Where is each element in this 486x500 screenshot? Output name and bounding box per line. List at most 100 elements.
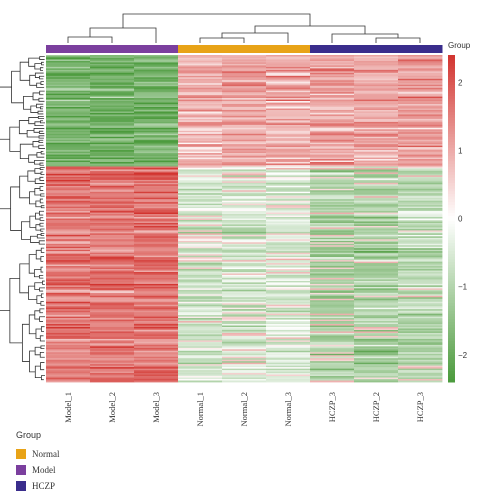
heatmap-cell <box>222 276 267 279</box>
heatmap-cell <box>222 266 267 268</box>
heatmap-cell <box>134 307 179 310</box>
heatmap-cell <box>90 185 135 188</box>
heatmap-cell <box>222 217 267 219</box>
heatmap-cell <box>46 217 91 219</box>
heatmap-cell <box>266 337 311 340</box>
heatmap-cell <box>90 200 135 203</box>
row-dendrogram-link <box>39 316 45 322</box>
heatmap-cell <box>310 160 355 163</box>
heatmap-cell <box>90 108 135 111</box>
heatmap-cell <box>178 356 223 359</box>
heatmap-cell <box>46 164 91 167</box>
color-bar-segment <box>448 278 455 282</box>
heatmap-cell <box>90 112 135 115</box>
heatmap-cell <box>310 193 355 196</box>
heatmap-cell <box>222 59 267 62</box>
heatmap-cell <box>178 364 223 367</box>
row-dendrogram-link <box>40 362 45 371</box>
heatmap-cell <box>354 86 399 89</box>
color-bar-segment <box>448 204 455 209</box>
heatmap-cell <box>46 307 91 310</box>
heatmap-cell <box>46 313 91 316</box>
heatmap-cell <box>222 329 267 332</box>
heatmap-cell <box>90 303 135 306</box>
row-dendrogram-link <box>9 126 21 152</box>
heatmap-cell <box>310 196 355 199</box>
heatmap-cell <box>178 371 223 374</box>
heatmap-cell <box>178 246 223 249</box>
heatmap-cell <box>222 225 267 228</box>
heatmap-cell <box>178 130 223 133</box>
color-bar-segment <box>448 114 455 119</box>
heatmap-cell <box>354 352 399 355</box>
heatmap-cell <box>310 69 355 72</box>
heatmap-cell <box>266 57 311 60</box>
heatmap-cell <box>134 132 179 135</box>
heatmap-cell <box>354 258 399 261</box>
heatmap-cell <box>134 254 179 257</box>
heatmap-cell <box>90 215 135 218</box>
heatmap-cell <box>222 212 267 215</box>
heatmap-cell <box>178 337 223 340</box>
color-bar-segment <box>448 134 455 138</box>
heatmap-cell <box>46 324 91 326</box>
dendrogram-link <box>331 33 399 43</box>
heatmap-cell <box>398 169 443 172</box>
heatmap-cell <box>266 367 311 370</box>
heatmap-cell <box>266 55 311 57</box>
heatmap-cell <box>354 252 399 255</box>
heatmap-cell <box>310 267 355 270</box>
heatmap-cell <box>90 231 135 234</box>
heatmap-cell <box>310 346 355 349</box>
heatmap-cell <box>354 144 399 147</box>
heatmap-cell <box>222 55 267 57</box>
heatmap-cell <box>90 269 135 271</box>
heatmap-cell <box>134 219 179 222</box>
heatmap-cell <box>354 243 399 246</box>
heatmap-cell <box>46 118 91 121</box>
heatmap-cell <box>178 236 223 239</box>
heatmap-cell <box>310 133 355 136</box>
heatmap-cell <box>354 89 399 92</box>
heatmap-cell <box>178 373 223 375</box>
heatmap-cell <box>266 123 311 126</box>
heatmap-cell <box>90 178 135 181</box>
heatmap-cell <box>354 101 399 103</box>
heatmap-cell <box>266 109 311 112</box>
heatmap-cell <box>222 118 267 121</box>
color-bar-segment <box>448 90 455 94</box>
heatmap-cell <box>398 63 443 66</box>
heatmap-cell <box>310 343 355 346</box>
heatmap-cell <box>266 334 311 337</box>
heatmap-cell <box>46 114 91 117</box>
heatmap-cell <box>266 147 311 150</box>
heatmap-cell <box>46 289 91 292</box>
heatmap-cell <box>178 306 223 309</box>
heatmap-cell <box>310 159 355 161</box>
heatmap-cell <box>134 338 179 341</box>
heatmap-cell <box>134 135 179 138</box>
heatmap-cell <box>46 350 91 353</box>
heatmap-cell <box>310 114 355 117</box>
heatmap-cell <box>398 65 443 68</box>
heatmap-cell <box>222 60 267 63</box>
color-bar-tick-label: 2 <box>458 78 463 87</box>
heatmap-cell <box>178 248 223 251</box>
heatmap-cell <box>266 379 311 381</box>
color-bar-segment <box>448 305 455 309</box>
heatmap-cell <box>178 318 223 320</box>
heatmap-cell <box>310 335 355 338</box>
row-dendrogram-link <box>40 150 45 155</box>
heatmap-cell <box>90 121 135 124</box>
heatmap-cell <box>310 108 355 111</box>
color-bar-segment <box>448 98 455 102</box>
color-bar-segment <box>448 210 455 214</box>
group-annotation-bar <box>46 45 443 53</box>
row-dendrogram-link <box>9 277 23 344</box>
row-dendrogram-link <box>39 198 44 204</box>
heatmap-cell <box>310 172 355 175</box>
color-bar-segment <box>448 169 455 173</box>
row-dendrogram-link <box>38 240 45 245</box>
heatmap-cell <box>310 319 355 322</box>
heatmap-cell <box>310 92 355 95</box>
